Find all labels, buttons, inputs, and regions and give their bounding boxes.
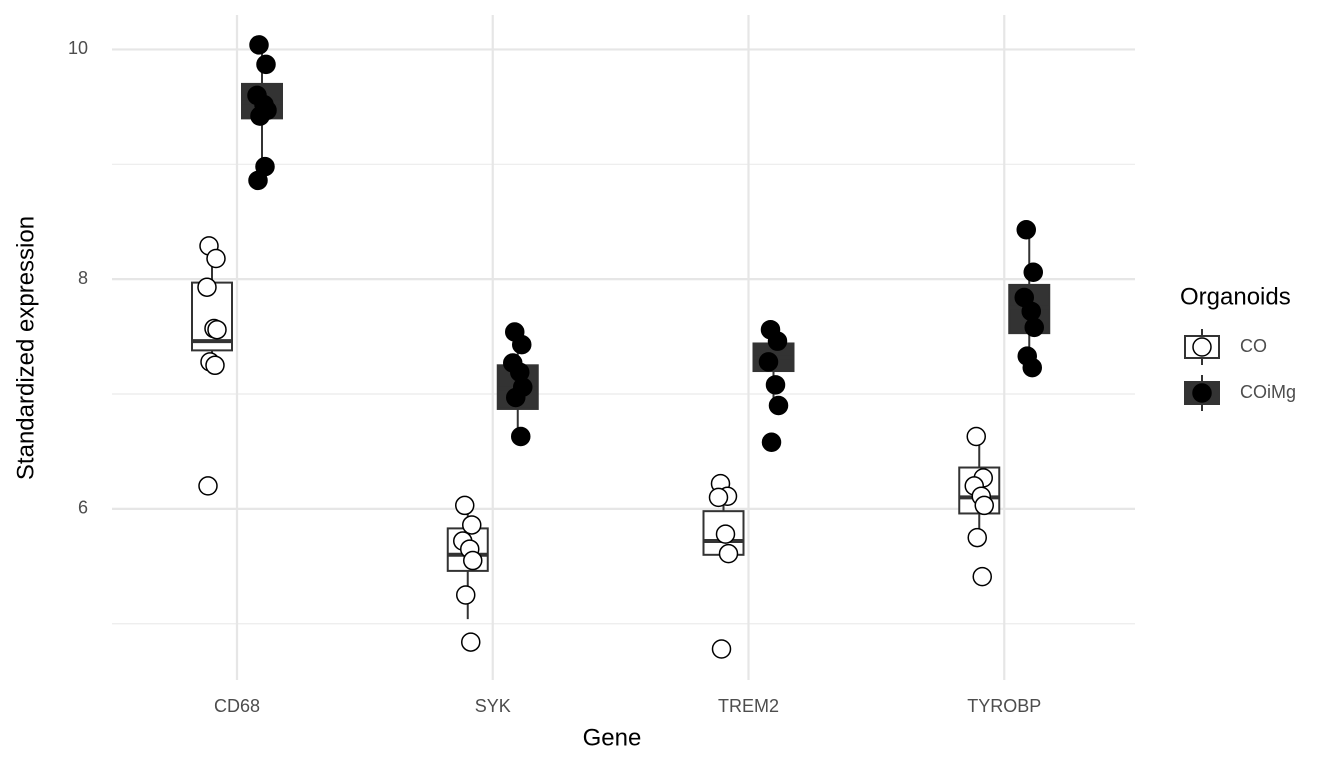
point (972, 566, 992, 587)
point (708, 487, 729, 508)
point (1022, 357, 1042, 378)
point (463, 550, 483, 571)
x-tick-label: CD68 (214, 696, 260, 716)
point (768, 395, 789, 416)
point (455, 495, 475, 516)
point (1016, 220, 1036, 240)
point (206, 248, 226, 269)
legend-point (1192, 383, 1212, 403)
point (761, 432, 782, 453)
y-tick-label: 8 (78, 268, 88, 288)
y-tick-label: 10 (68, 38, 88, 58)
point (462, 515, 482, 535)
point (205, 355, 225, 376)
legend-title: Organoids (1180, 283, 1291, 310)
x-tick-label: TREM2 (718, 696, 779, 716)
point (765, 375, 786, 395)
point (512, 334, 532, 355)
point (249, 35, 269, 55)
point (966, 426, 986, 447)
legend-label: COiMg (1240, 382, 1296, 402)
point (456, 585, 476, 605)
point (207, 319, 227, 340)
point (1024, 317, 1044, 338)
point (506, 387, 526, 408)
point (250, 106, 270, 126)
x-tick-label: TYROBP (967, 696, 1041, 716)
point (256, 54, 276, 75)
point (767, 331, 788, 351)
y-tick-label: 6 (78, 498, 88, 518)
point (718, 543, 739, 564)
point (511, 426, 531, 447)
legend-point (1192, 337, 1212, 357)
legend-label: CO (1240, 336, 1267, 356)
point (967, 527, 987, 548)
point (758, 352, 779, 372)
point (1021, 301, 1041, 322)
x-tick-label: SYK (475, 696, 511, 716)
point (197, 277, 217, 297)
point (248, 170, 268, 191)
point (461, 632, 481, 652)
point (198, 476, 218, 496)
point (1023, 262, 1043, 283)
point (715, 524, 736, 544)
point (974, 495, 994, 516)
point (711, 639, 732, 659)
y-axis-label: Standardized expression (12, 216, 39, 480)
x-axis-label: Gene (583, 724, 642, 751)
